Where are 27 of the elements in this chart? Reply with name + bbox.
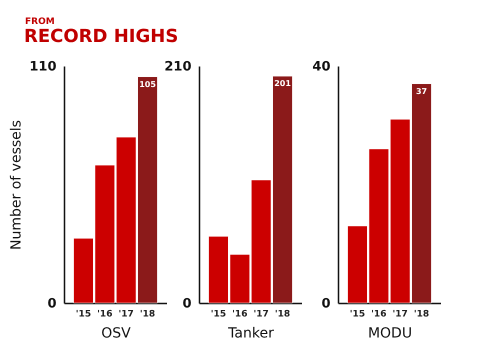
y-tick-label: 210 bbox=[164, 60, 192, 74]
y-tick-label: 40 bbox=[312, 60, 330, 74]
x-axis-title: MODU bbox=[368, 326, 412, 342]
x-tick-label: '16 bbox=[371, 310, 386, 320]
y-axis-title: Number of vessels bbox=[8, 120, 24, 250]
y-tick-label: 0 bbox=[47, 296, 56, 312]
y-tick-label: 0 bbox=[321, 296, 330, 312]
x-tick-label: '15 bbox=[350, 310, 366, 320]
x-tick-label: '18 bbox=[274, 310, 290, 320]
x-tick-label: '15 bbox=[210, 310, 226, 320]
x-tick-label: '15 bbox=[76, 310, 92, 320]
data-label: 105 bbox=[139, 80, 156, 89]
x-tick-label: '18 bbox=[140, 310, 156, 320]
data-label: 201 bbox=[274, 79, 292, 88]
x-tick-label: '16 bbox=[232, 310, 248, 320]
y-tick-label: 0 bbox=[182, 296, 192, 312]
x-axis-title: OSV bbox=[101, 326, 132, 342]
y-tick-label: 110 bbox=[29, 60, 56, 74]
x-tick-label: '16 bbox=[97, 310, 112, 320]
x-tick-label: '17 bbox=[254, 310, 269, 320]
x-axis-title: Tanker bbox=[227, 326, 274, 342]
chart-subtitle: FROM bbox=[25, 17, 55, 27]
chart-title: RECORD HIGHS bbox=[24, 26, 178, 47]
data-label: 37 bbox=[416, 86, 428, 96]
x-tick-label: '18 bbox=[414, 310, 430, 320]
x-tick-label: '17 bbox=[392, 310, 408, 320]
x-tick-label: '17 bbox=[118, 310, 134, 320]
